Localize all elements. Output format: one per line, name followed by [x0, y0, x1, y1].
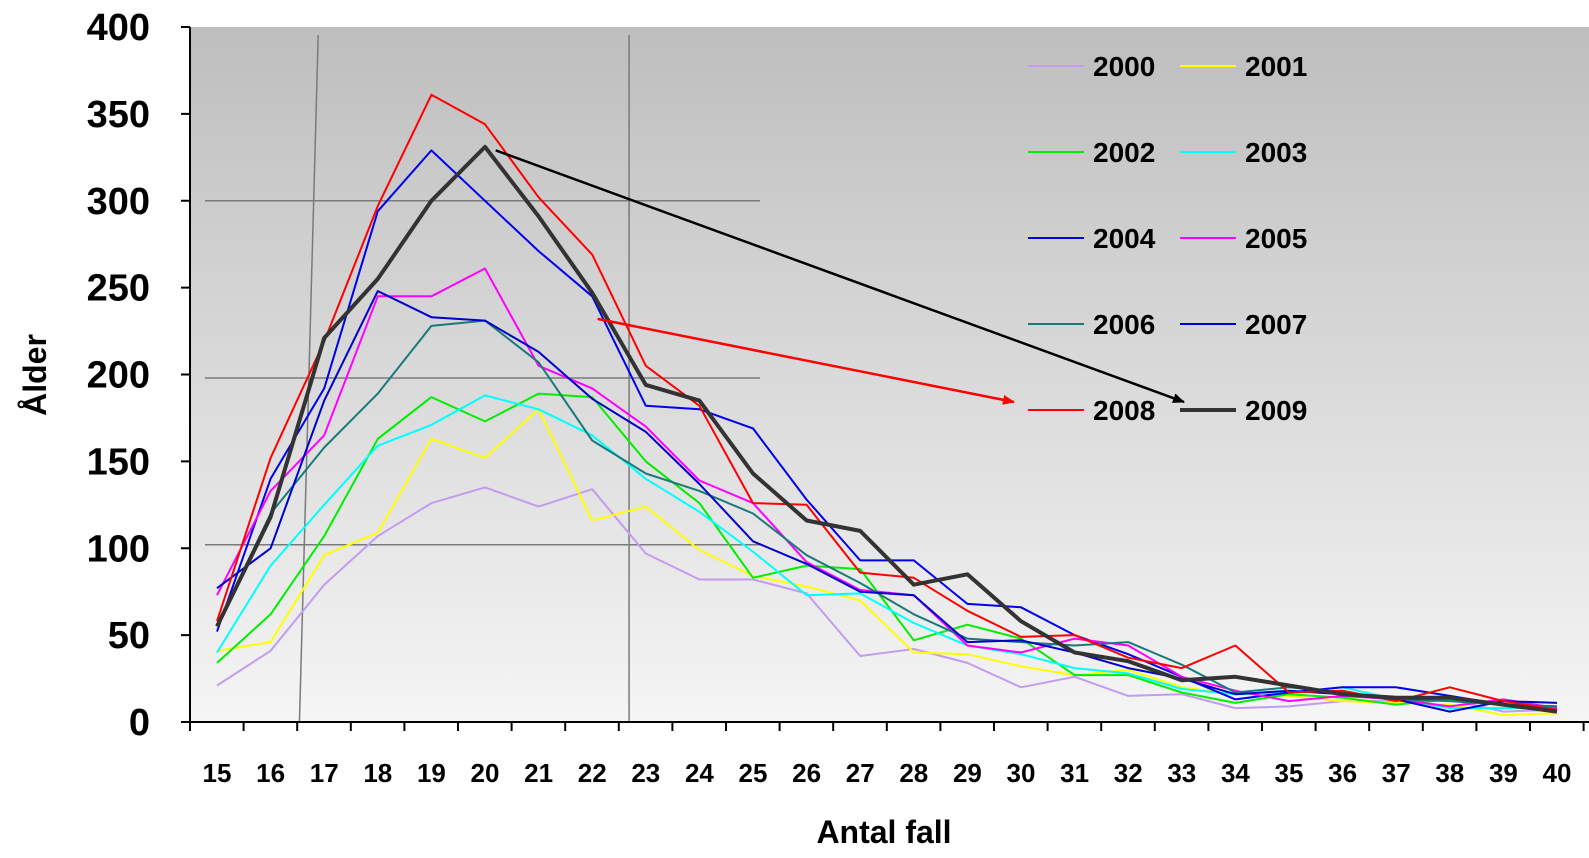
x-tick-label: 39 — [1489, 758, 1518, 788]
y-tick-label: 50 — [108, 615, 150, 657]
x-tick-label: 21 — [524, 758, 553, 788]
legend-label-2004: 2004 — [1093, 223, 1156, 254]
legend: 2000 2001 2002 2003 2004 2005 2006 2007 2008 2009 — [1028, 51, 1307, 426]
x-tick-label: 22 — [578, 758, 607, 788]
legend-label-2001: 2001 — [1245, 51, 1307, 82]
legend-label-2009: 2009 — [1245, 395, 1307, 426]
x-tick-label: 15 — [203, 758, 232, 788]
x-tick-label: 24 — [685, 758, 714, 788]
x-tick-label: 36 — [1328, 758, 1357, 788]
x-tick-label: 25 — [739, 758, 768, 788]
legend-label-2002: 2002 — [1093, 137, 1155, 168]
legend-label-2003: 2003 — [1245, 137, 1307, 168]
x-axis-ticks: 15 16 17 18 19 20 21 22 23 24 25 26 27 28 29 30 31 32 33 34… — [189, 722, 1585, 788]
x-tick-label: 23 — [631, 758, 660, 788]
x-tick-label: 17 — [310, 758, 339, 788]
x-tick-label: 35 — [1275, 758, 1304, 788]
x-tick-label: 32 — [1114, 758, 1143, 788]
annotation-arrows — [495, 149, 1185, 405]
y-tick-label: 300 — [87, 181, 150, 223]
annotation-arrow-2009 — [495, 149, 1185, 404]
x-tick-label: 37 — [1382, 758, 1411, 788]
x-tick-label: 38 — [1435, 758, 1464, 788]
x-tick-label: 19 — [417, 758, 446, 788]
x-tick-label: 28 — [899, 758, 928, 788]
y-tick-label: 200 — [87, 355, 150, 397]
annotation-arrow-2008 — [597, 317, 1015, 405]
x-tick-label: 29 — [953, 758, 982, 788]
x-tick-label: 33 — [1167, 758, 1196, 788]
x-tick-label: 31 — [1060, 758, 1089, 788]
x-tick-label: 30 — [1007, 758, 1036, 788]
plot-area — [190, 27, 1589, 722]
series-lines — [215, 93, 1558, 716]
series-line-2001 — [216, 408, 1558, 716]
x-tick-label: 40 — [1543, 758, 1572, 788]
x-tick-label: 18 — [363, 758, 392, 788]
y-tick-label: 100 — [87, 528, 150, 570]
legend-label-2000: 2000 — [1093, 51, 1155, 82]
reference-lines — [205, 34, 760, 723]
legend-label-2005: 2005 — [1245, 223, 1307, 254]
y-axis-title: Ålder — [17, 334, 53, 416]
x-tick-label: 34 — [1221, 758, 1250, 788]
y-tick-label: 0 — [129, 702, 150, 744]
y-tick-label: 150 — [87, 441, 150, 483]
y-tick-label: 250 — [87, 268, 150, 310]
y-tick-label: 400 — [87, 7, 150, 49]
x-tick-label: 16 — [256, 758, 285, 788]
legend-label-2008: 2008 — [1093, 395, 1155, 426]
legend-label-2006: 2006 — [1093, 309, 1155, 340]
series-line-2009 — [215, 144, 1558, 714]
x-axis-title: Antal fall — [816, 814, 951, 850]
legend-label-2007: 2007 — [1245, 309, 1307, 340]
reference-line-vertical — [298, 34, 319, 723]
y-tick-label: 350 — [87, 94, 150, 136]
x-tick-label: 27 — [846, 758, 875, 788]
x-tick-label: 26 — [792, 758, 821, 788]
series-line-2000 — [216, 486, 1558, 713]
x-tick-label: 20 — [471, 758, 500, 788]
y-axis-ticks: 0 50 100 150 200 250 300 350 400 — [87, 7, 190, 744]
